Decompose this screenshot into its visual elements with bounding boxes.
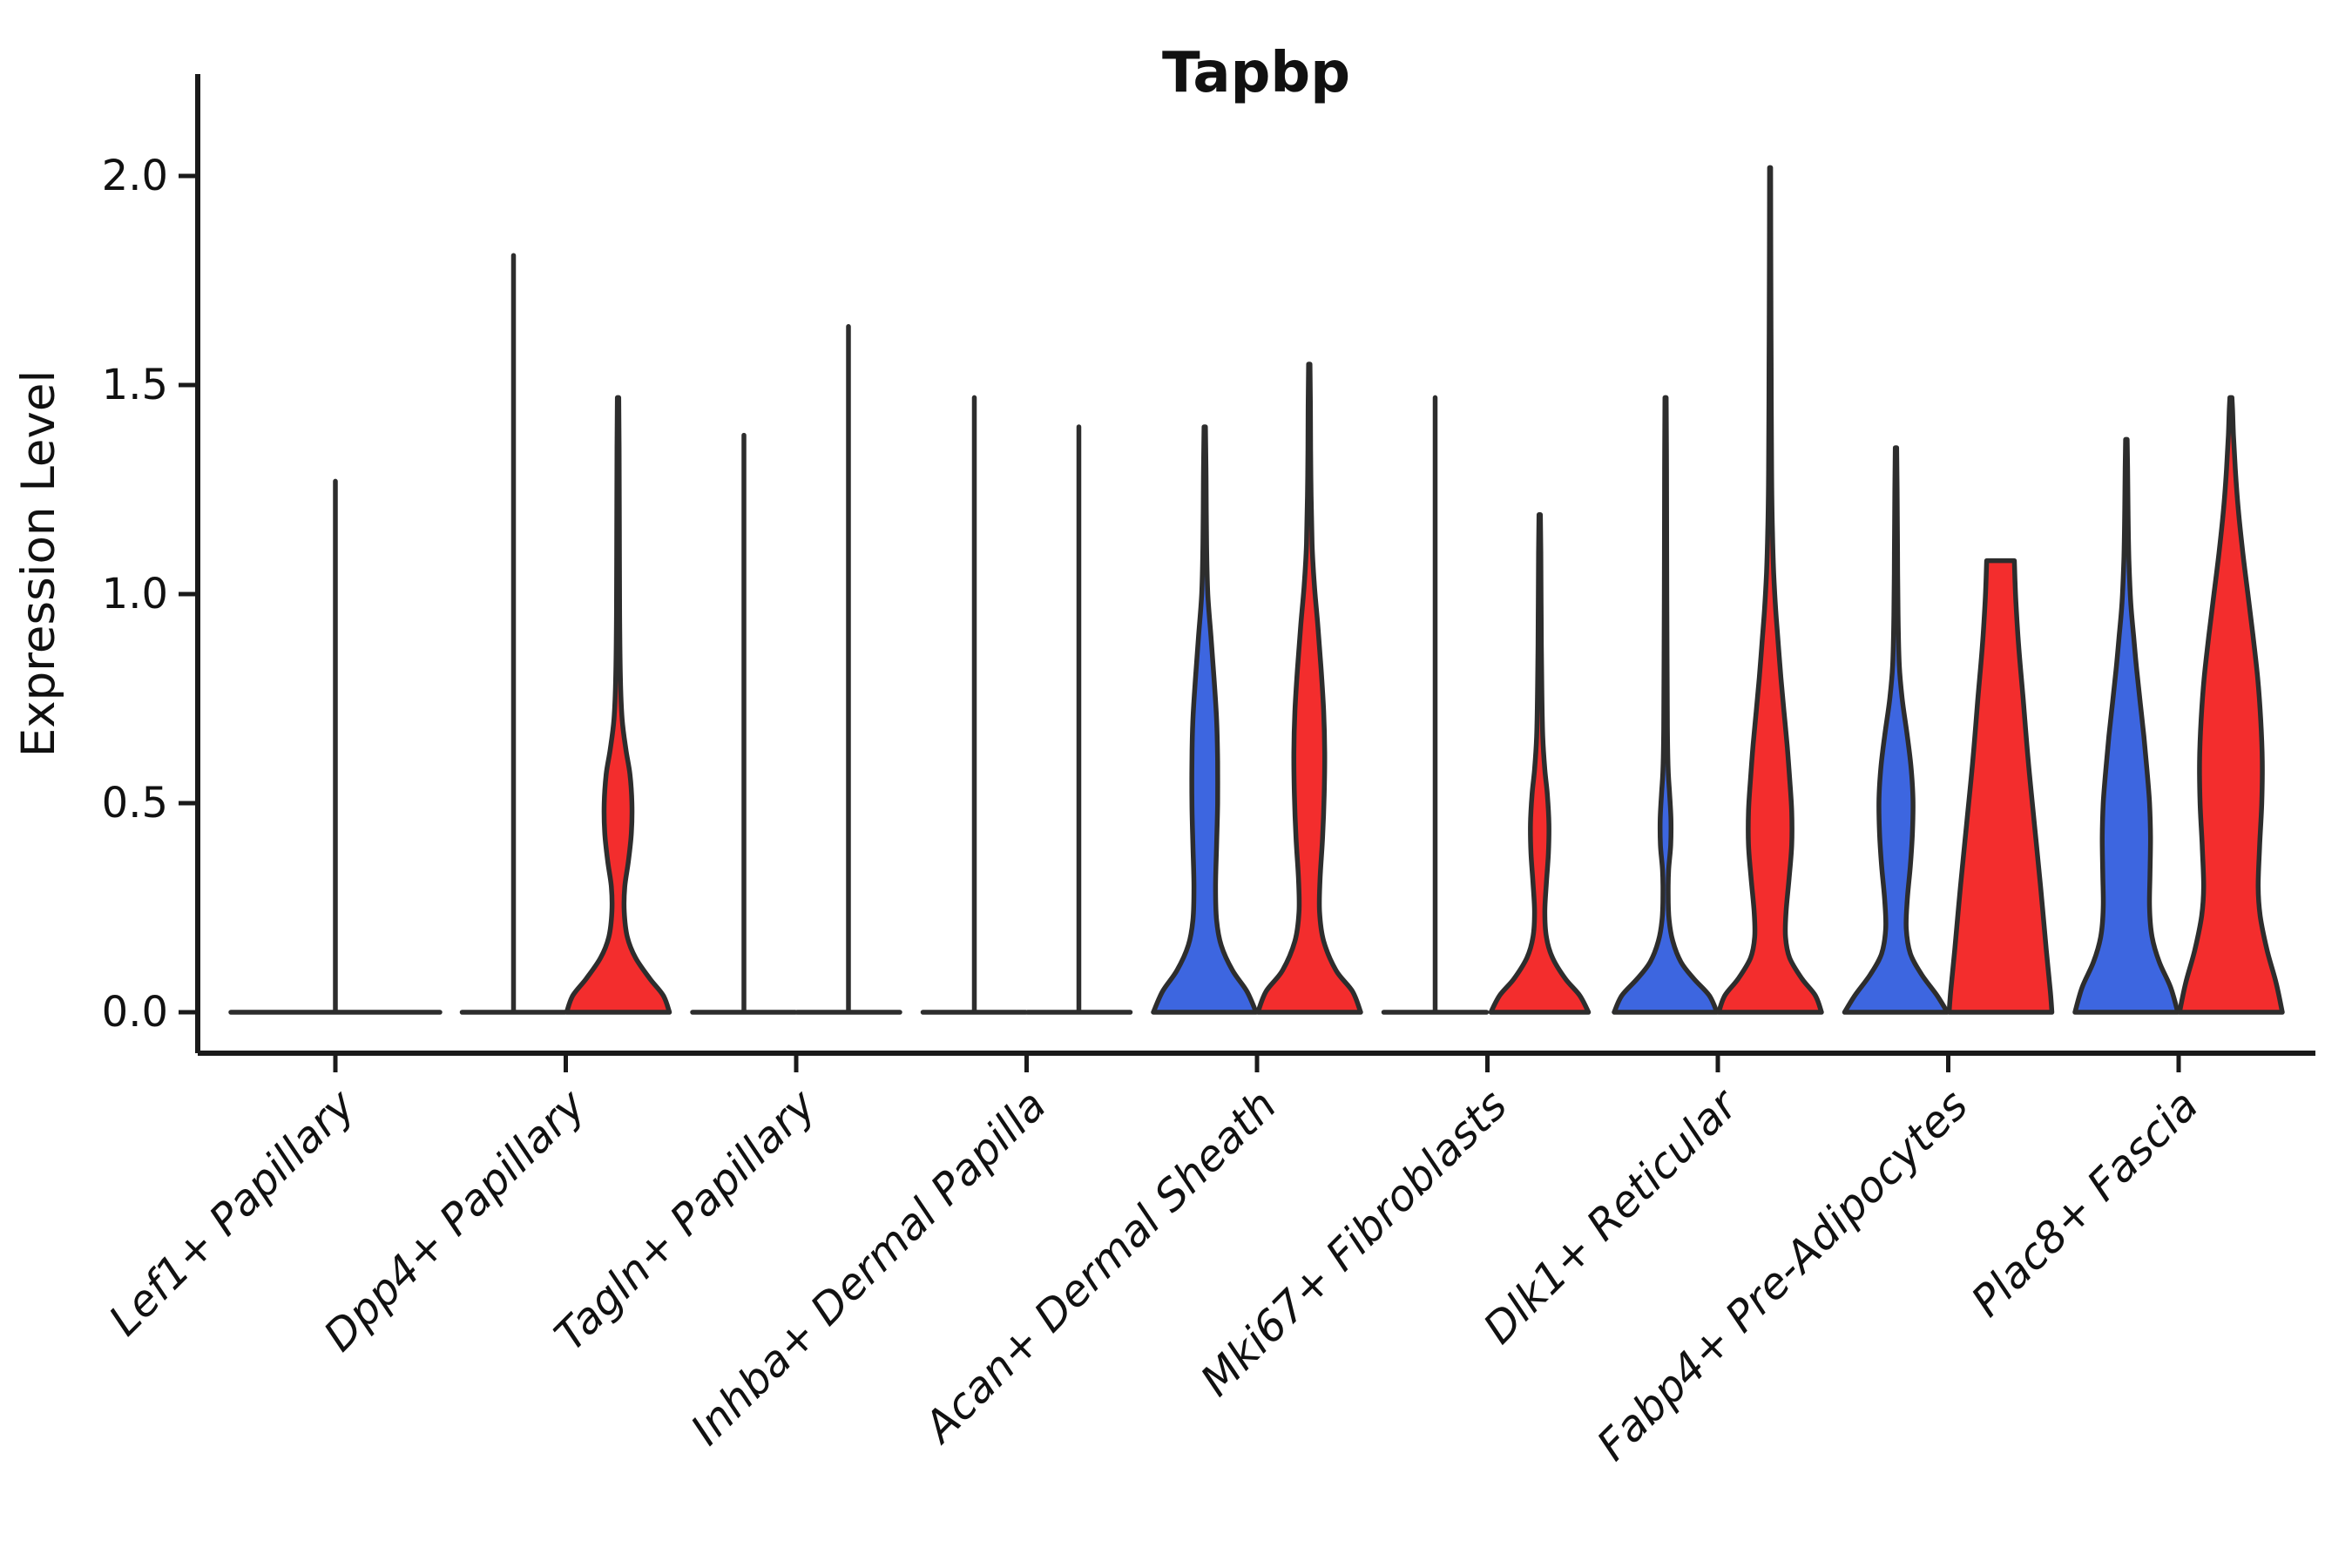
x-tick-label-lef1-papillary: Lef1+ Papillary [99, 1079, 365, 1345]
y-axis-label: Expression Level [12, 370, 65, 757]
violin-tagln-papillary-red [794, 324, 902, 1015]
x-tick-label-plac8-fascia: Plac8+ Fascia [1962, 1080, 2207, 1326]
y-tick-labels: 0.0 0.5 1.0 1.5 2.0 [102, 152, 168, 1037]
violin-plac8-fascia-blue [2072, 436, 2180, 1015]
y-tick-label-1.0: 1.0 [102, 570, 168, 618]
axes [179, 74, 2315, 1072]
x-tick-label-dlk1-reticular: Dlk1+ Reticular [1474, 1078, 1748, 1353]
violin-fabp4-pre-adipocytes-blue [1842, 445, 1950, 1015]
violin-dpp4-papillary-blue [459, 253, 568, 1015]
y-tick-label-0.5: 0.5 [102, 779, 168, 828]
x-tick-label-fabp4-pre-adipocytes: Fabp4+ Pre-Adipocytes [1587, 1080, 1977, 1470]
violin-mki67-fibroblasts-red [1488, 512, 1592, 1015]
violins-layer [228, 165, 2285, 1015]
violin-tagln-papillary-blue [690, 432, 798, 1015]
violin-lef1-papillary-single [228, 478, 443, 1015]
violin-acan-dermal-sheath-red [1255, 362, 1363, 1015]
violin-dlk1-reticular-blue [1612, 395, 1720, 1015]
y-tick-label-1.5: 1.5 [102, 361, 168, 409]
y-tick-label-2.0: 2.0 [102, 152, 168, 200]
violin-dpp4-papillary-red [564, 395, 672, 1015]
violin-dlk1-reticular-red [1716, 165, 1824, 1015]
y-tick-label-0.0: 0.0 [102, 988, 168, 1037]
violin-plac8-fascia-red [2177, 395, 2285, 1015]
violin-acan-dermal-sheath-blue [1151, 424, 1259, 1015]
violin-mki67-fibroblasts-blue [1381, 395, 1490, 1015]
violin-inhba-dermal-papilla-red [1024, 424, 1133, 1015]
violin-inhba-dermal-papilla-blue [920, 395, 1029, 1015]
chart-title: Tapbp [1162, 41, 1350, 105]
violin-fabp4-pre-adipocytes-red [1946, 558, 2055, 1015]
